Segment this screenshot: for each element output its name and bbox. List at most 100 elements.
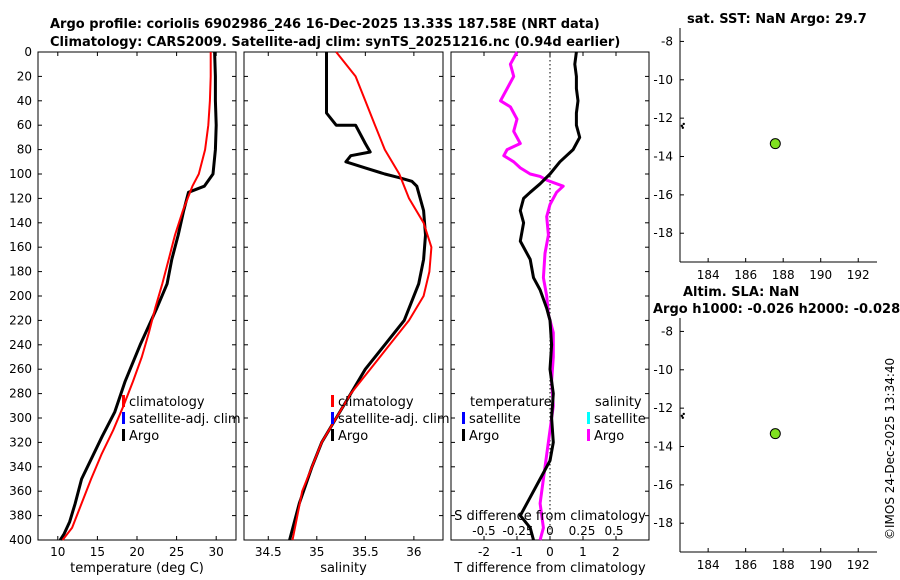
legend-swatch — [122, 395, 125, 407]
x-tick-label: 190 — [809, 558, 832, 572]
x-tick-label: 184 — [697, 558, 720, 572]
legend-swatch — [331, 412, 334, 424]
y-tick-label: -14 — [653, 440, 673, 454]
y-tick-label: 120 — [9, 191, 32, 205]
copyright-stamp: ©IMOS 24-Dec-2025 13:34:40 — [883, 358, 897, 540]
legend-label: satellite-adj. clim — [129, 412, 241, 427]
sla-map-title-2: Argo h1000: -0.026 h2000: -0.028 — [653, 302, 900, 317]
legend-label: climatology — [129, 395, 205, 410]
sst-map-panel: 184 186 188 190 192 -8 -10 -12 -14 -16 -18 — [653, 28, 877, 282]
y-tick-label: -12 — [653, 111, 673, 125]
y-tick-label: 300 — [9, 411, 32, 425]
sla-map-panel: 184 186 188 190 192 -8 -10 -12 -14 -16 -18 — [653, 318, 877, 572]
y-tick-label: 240 — [9, 338, 32, 352]
x-tick-label: -2 — [478, 545, 490, 559]
coastline-point — [680, 124, 684, 128]
top-x-tick-label: 0 — [546, 524, 554, 538]
climatology-salinity-line — [291, 51, 433, 541]
x-tick-label: 35 — [309, 545, 324, 559]
x-tick-label: 186 — [734, 558, 757, 572]
legend-swatch — [587, 429, 590, 441]
legend-label: satellite — [594, 412, 646, 427]
y-tick-label: -18 — [653, 516, 673, 530]
legend-label: climatology — [338, 395, 414, 410]
coastline-point — [680, 414, 684, 418]
sst-map-title: sat. SST: NaN Argo: 29.7 — [687, 12, 867, 27]
y-tick-label: -16 — [653, 478, 673, 492]
y-tick-label: 200 — [9, 289, 32, 303]
y-tick-label: 260 — [9, 362, 32, 376]
y-tick-label: 380 — [9, 509, 32, 523]
y-tick-label: -14 — [653, 150, 673, 164]
argo-temperature-difference-line — [518, 51, 582, 541]
coastline-point — [682, 122, 685, 126]
x-tick-label: 184 — [697, 268, 720, 282]
x-tick-label: 15 — [90, 545, 105, 559]
sla-map-title-1: Altim. SLA: NaN — [683, 285, 799, 300]
y-tick-label: 160 — [9, 240, 32, 254]
temperature-panel: 10 15 20 25 30020406080100120140160180200220… — [9, 45, 241, 576]
legend-swatch — [462, 412, 465, 424]
coastline-point — [681, 416, 685, 419]
x-tick-label: 36 — [406, 545, 421, 559]
y-tick-label: -12 — [653, 401, 673, 415]
top-x-tick-label: 0.25 — [569, 524, 596, 538]
plot-frame — [37, 51, 237, 541]
y-tick-label: -10 — [653, 73, 673, 87]
legend-swatch — [587, 412, 590, 424]
x-axis-label: salinity — [320, 561, 367, 576]
legend-label: Argo — [594, 429, 624, 444]
x-tick-label: 192 — [847, 268, 870, 282]
x-tick-label: 10 — [50, 545, 65, 559]
y-tick-label: 40 — [17, 94, 32, 108]
y-tick-label: 140 — [9, 216, 32, 230]
y-tick-label: -10 — [653, 363, 673, 377]
coastline-point — [681, 126, 685, 129]
x-tick-label: 1 — [579, 545, 587, 559]
x-tick-label: 186 — [734, 268, 757, 282]
y-tick-label: 220 — [9, 313, 32, 327]
top-x-tick-label: -0.5 — [472, 524, 495, 538]
legend-swatch — [122, 429, 125, 441]
x-tick-label: 188 — [772, 268, 795, 282]
argo-position-marker — [769, 138, 781, 150]
legend-label: Argo — [469, 429, 499, 444]
y-tick-label: -8 — [661, 34, 673, 48]
x-tick-label: 34.5 — [255, 545, 282, 559]
y-tick-label: 340 — [9, 460, 32, 474]
y-tick-label: 180 — [9, 265, 32, 279]
y-tick-label: 60 — [17, 118, 32, 132]
argo-temperature-line — [58, 51, 218, 541]
legend-label: Argo — [338, 429, 368, 444]
y-tick-label: 100 — [9, 167, 32, 181]
legend-label: satellite-adj. clim — [338, 412, 450, 427]
legend-title-salinity: salinity — [595, 395, 642, 410]
x-tick-label: 0 — [546, 545, 554, 559]
legend-swatch — [462, 429, 465, 441]
top-x-tick-label: -0.25 — [502, 524, 533, 538]
x-tick-label: -1 — [511, 545, 523, 559]
x-axis-label: temperature (deg C) — [70, 561, 204, 576]
x-tick-label: 188 — [772, 558, 795, 572]
x-tick-label: 192 — [847, 558, 870, 572]
legend-label: satellite — [469, 412, 521, 427]
x-tick-label: 190 — [809, 268, 832, 282]
top-x-axis-label: S difference from climatology — [454, 509, 646, 524]
title-line-2: Climatology: CARS2009. Satellite-adj cli… — [50, 35, 620, 50]
coastline-point — [682, 412, 685, 416]
y-tick-label: -8 — [661, 324, 673, 338]
y-tick-label: 280 — [9, 387, 32, 401]
y-tick-label: -18 — [653, 226, 673, 240]
y-tick-label: 0 — [24, 45, 32, 59]
x-tick-label: 25 — [169, 545, 184, 559]
legend-title-temperature: temperature — [470, 395, 552, 410]
x-axis-label: T difference from climatology — [453, 561, 646, 576]
y-tick-label: -16 — [653, 188, 673, 202]
legend-swatch — [331, 395, 334, 407]
difference-panel: -2 -1 0 1 2 T difference from climatology S di… — [450, 51, 650, 576]
title-line-1: Argo profile: coriolis 6902986_246 16-De… — [50, 17, 600, 32]
y-tick-label: 80 — [17, 143, 32, 157]
top-x-tick-label: 0.5 — [604, 524, 623, 538]
legend-label: Argo — [129, 429, 159, 444]
